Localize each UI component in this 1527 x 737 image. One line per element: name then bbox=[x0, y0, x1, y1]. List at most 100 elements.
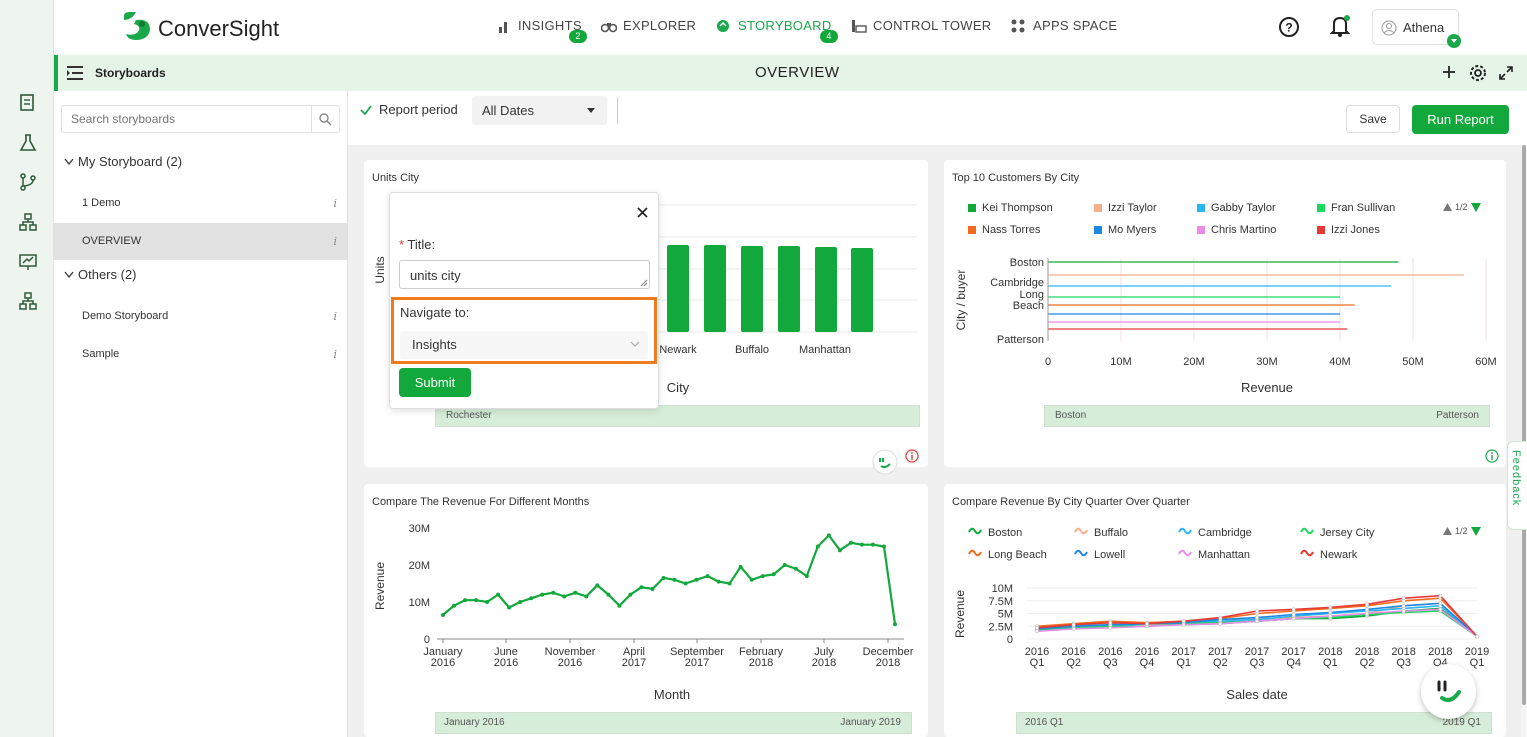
data-point[interactable] bbox=[1365, 602, 1369, 607]
data-point[interactable] bbox=[1291, 607, 1296, 612]
search-input[interactable] bbox=[62, 106, 310, 132]
info-icon[interactable] bbox=[905, 449, 919, 463]
storyboard-item[interactable]: 1 Demo i bbox=[54, 185, 347, 222]
data-point[interactable] bbox=[672, 577, 677, 582]
data-point[interactable] bbox=[694, 577, 699, 582]
data-point[interactable] bbox=[859, 542, 864, 547]
submit-button[interactable]: Submit bbox=[399, 368, 471, 397]
org-chart-icon[interactable] bbox=[19, 292, 37, 310]
storyboard-item[interactable]: Demo Storyboard i bbox=[54, 298, 347, 335]
help-icon[interactable]: ? bbox=[1278, 16, 1300, 38]
data-point[interactable] bbox=[793, 566, 798, 571]
legend-item[interactable]: Nass Torres bbox=[968, 224, 1040, 236]
data-point[interactable] bbox=[771, 572, 776, 577]
legend-item[interactable]: Gabby Taylor bbox=[1197, 202, 1276, 214]
list-menu-icon[interactable] bbox=[67, 66, 85, 80]
data-point[interactable] bbox=[617, 603, 622, 608]
data-point[interactable] bbox=[1291, 616, 1296, 621]
info-icon[interactable]: i bbox=[333, 197, 337, 210]
feedback-tab[interactable]: Feedback bbox=[1507, 441, 1527, 530]
data-point[interactable] bbox=[826, 533, 831, 538]
flask-icon[interactable] bbox=[19, 134, 37, 152]
data-point[interactable] bbox=[573, 590, 578, 595]
data-point[interactable] bbox=[881, 544, 886, 549]
chat-bot-icon[interactable] bbox=[872, 449, 898, 475]
legend-item[interactable]: Izzi Taylor bbox=[1094, 202, 1157, 214]
data-point[interactable] bbox=[1365, 611, 1369, 616]
legend-item[interactable]: Buffalo bbox=[1074, 526, 1128, 539]
data-point[interactable] bbox=[848, 540, 853, 545]
save-button[interactable]: Save bbox=[1346, 105, 1400, 133]
data-point[interactable] bbox=[1401, 609, 1406, 613]
nav-insights[interactable]: INSIGHTS 2 bbox=[496, 18, 587, 43]
bar[interactable] bbox=[815, 247, 837, 332]
chart-zoom-slider[interactable]: Rochester bbox=[435, 405, 920, 427]
navigate-select[interactable]: Insights bbox=[400, 331, 648, 359]
data-point[interactable] bbox=[518, 600, 523, 604]
chart-zoom-slider[interactable]: 2016 Q1 2019 Q1 bbox=[1016, 712, 1492, 734]
data-point[interactable] bbox=[639, 585, 644, 590]
user-menu[interactable]: Athena bbox=[1372, 9, 1461, 48]
info-icon[interactable]: i bbox=[333, 310, 337, 323]
gear-icon[interactable] bbox=[1468, 63, 1488, 83]
data-point[interactable] bbox=[507, 605, 512, 610]
chevron-down-icon[interactable] bbox=[1447, 34, 1461, 48]
data-point[interactable] bbox=[1401, 596, 1406, 601]
data-point[interactable] bbox=[1218, 615, 1223, 620]
legend-next-icon[interactable] bbox=[1470, 526, 1481, 536]
data-point[interactable] bbox=[485, 600, 490, 604]
nav-explorer[interactable]: EXPLORER bbox=[600, 18, 696, 33]
data-point[interactable] bbox=[738, 564, 743, 569]
legend-item[interactable]: Newark bbox=[1300, 548, 1357, 561]
data-point[interactable] bbox=[529, 596, 534, 601]
info-icon[interactable]: i bbox=[333, 235, 337, 248]
data-point[interactable] bbox=[1438, 601, 1443, 606]
data-point[interactable] bbox=[1218, 621, 1223, 626]
chart-zoom-slider[interactable]: Boston Patterson bbox=[1044, 405, 1490, 427]
branch-icon[interactable] bbox=[19, 173, 37, 191]
data-point[interactable] bbox=[1401, 603, 1406, 608]
series-line[interactable] bbox=[442, 533, 897, 625]
storyboard-item[interactable]: Sample i bbox=[54, 336, 347, 373]
data-point[interactable] bbox=[1328, 610, 1333, 615]
info-icon[interactable]: i bbox=[333, 348, 337, 361]
legend-next-icon[interactable] bbox=[1470, 202, 1481, 212]
data-point[interactable] bbox=[650, 587, 655, 592]
data-point[interactable] bbox=[540, 592, 545, 597]
add-icon[interactable] bbox=[1442, 65, 1456, 79]
data-point[interactable] bbox=[705, 574, 710, 579]
data-point[interactable] bbox=[1181, 619, 1186, 624]
data-point[interactable] bbox=[628, 592, 633, 597]
data-point[interactable] bbox=[782, 563, 787, 567]
expand-icon[interactable] bbox=[1499, 66, 1513, 80]
data-point[interactable] bbox=[595, 583, 600, 588]
data-point[interactable] bbox=[1291, 612, 1296, 617]
bar[interactable] bbox=[741, 246, 763, 332]
nav-storyboard[interactable]: STORYBOARD 4 bbox=[716, 18, 838, 43]
legend-prev-icon[interactable] bbox=[1443, 203, 1452, 211]
data-point[interactable] bbox=[893, 622, 897, 627]
period-select[interactable]: All Dates bbox=[472, 96, 607, 125]
data-point[interactable] bbox=[1145, 621, 1149, 626]
data-point[interactable] bbox=[1328, 605, 1333, 610]
data-point[interactable] bbox=[815, 544, 820, 549]
data-point[interactable] bbox=[749, 577, 754, 582]
legend-item[interactable]: Long Beach bbox=[968, 548, 1047, 561]
legend-item[interactable]: Fran Sullivan bbox=[1317, 202, 1395, 214]
data-point[interactable] bbox=[463, 598, 468, 603]
legend-pager[interactable]: 1/2 bbox=[1443, 526, 1481, 536]
legend-item[interactable]: Jersey City bbox=[1300, 526, 1374, 539]
assistant-chat-button[interactable] bbox=[1421, 664, 1476, 719]
data-point[interactable] bbox=[1255, 615, 1259, 620]
data-point[interactable] bbox=[452, 603, 457, 608]
legend-item[interactable]: Izzi Jones bbox=[1317, 224, 1380, 236]
data-point[interactable] bbox=[1438, 607, 1443, 612]
data-point[interactable] bbox=[1255, 609, 1259, 613]
bar[interactable] bbox=[851, 248, 873, 332]
search-icon[interactable] bbox=[319, 113, 332, 126]
resize-handle-icon[interactable] bbox=[640, 279, 648, 287]
group-header[interactable]: Others (2) bbox=[64, 267, 137, 282]
info-icon[interactable] bbox=[1485, 449, 1499, 463]
data-point[interactable] bbox=[474, 598, 479, 603]
close-icon[interactable] bbox=[637, 207, 648, 218]
